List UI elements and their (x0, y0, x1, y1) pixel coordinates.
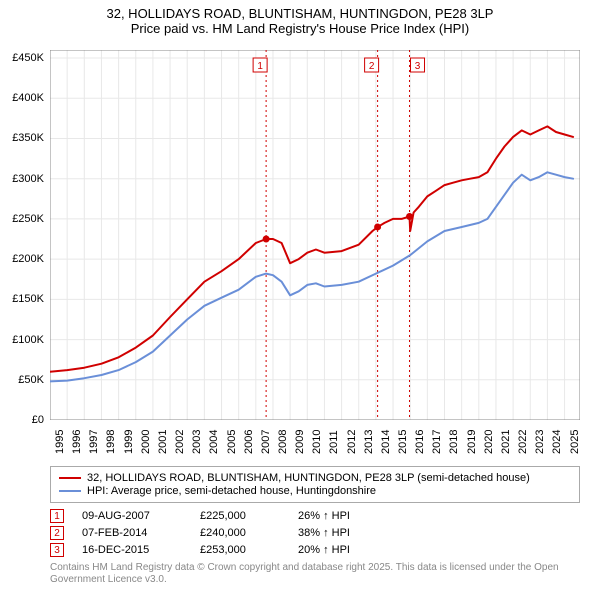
x-tick-label: 2003 (191, 430, 203, 454)
y-tick-label: £450K (12, 52, 44, 64)
y-tick-label: £100K (12, 334, 44, 346)
x-tick-label: 2000 (140, 430, 152, 454)
x-tick-label: 2009 (294, 430, 306, 454)
transaction-diff: 26% ↑ HPI (298, 510, 398, 522)
x-tick-label: 2016 (414, 430, 426, 454)
x-tick-label: 2012 (346, 430, 358, 454)
x-tick-label: 1998 (105, 430, 117, 454)
legend-label-property: 32, HOLLIDAYS ROAD, BLUNTISHAM, HUNTINGD… (87, 472, 530, 484)
x-axis-labels: 1995 1996 1997 1998 1999 2000 2001 2002 2003 2004… (50, 422, 580, 462)
x-tick-label: 1999 (123, 430, 135, 454)
transaction-date: 09-AUG-2007 (82, 510, 182, 522)
x-tick-label: 2019 (466, 430, 478, 454)
y-tick-label: £0 (32, 414, 44, 426)
x-tick-label: 2013 (363, 430, 375, 454)
x-tick-label: 2021 (500, 430, 512, 454)
chart-area: 1 2 3 (50, 50, 580, 420)
transaction-row: 3 16-DEC-2015 £253,000 20% ↑ HPI (50, 543, 580, 557)
x-tick-label: 2007 (260, 430, 272, 454)
x-tick-label: 1995 (54, 430, 66, 454)
x-tick-label: 2002 (174, 430, 186, 454)
transaction-date: 16-DEC-2015 (82, 544, 182, 556)
y-tick-label: £400K (12, 92, 44, 104)
x-tick-label: 2022 (517, 430, 529, 454)
legend-swatch-property (59, 477, 81, 479)
transaction-date: 07-FEB-2014 (82, 527, 182, 539)
svg-text:1: 1 (257, 61, 263, 72)
y-tick-label: £250K (12, 213, 44, 225)
transaction-marker: 3 (50, 543, 64, 557)
x-tick-label: 2014 (380, 430, 392, 454)
x-tick-label: 2025 (569, 430, 581, 454)
title-address: 32, HOLLIDAYS ROAD, BLUNTISHAM, HUNTINGD… (10, 6, 590, 21)
legend-swatch-hpi (59, 490, 81, 492)
x-tick-label: 2023 (534, 430, 546, 454)
x-tick-label: 2004 (208, 430, 220, 454)
transaction-row: 1 09-AUG-2007 £225,000 26% ↑ HPI (50, 509, 580, 523)
x-tick-label: 1996 (71, 430, 83, 454)
svg-text:2: 2 (369, 61, 375, 72)
title-block: 32, HOLLIDAYS ROAD, BLUNTISHAM, HUNTINGD… (0, 0, 600, 38)
legend-label-hpi: HPI: Average price, semi-detached house,… (87, 485, 376, 497)
x-tick-label: 2024 (551, 430, 563, 454)
x-tick-label: 2018 (448, 430, 460, 454)
transaction-marker: 2 (50, 526, 64, 540)
chart-container: 32, HOLLIDAYS ROAD, BLUNTISHAM, HUNTINGD… (0, 0, 600, 590)
svg-text:3: 3 (415, 61, 421, 72)
x-tick-label: 2008 (277, 430, 289, 454)
x-tick-label: 2006 (243, 430, 255, 454)
y-tick-label: £150K (12, 293, 44, 305)
x-tick-label: 2010 (311, 430, 323, 454)
transaction-price: £225,000 (200, 510, 280, 522)
x-tick-label: 2017 (431, 430, 443, 454)
y-tick-label: £350K (12, 132, 44, 144)
transaction-diff: 38% ↑ HPI (298, 527, 398, 539)
chart-svg: 1 2 3 (50, 50, 580, 420)
attribution-text: Contains HM Land Registry data © Crown c… (50, 562, 580, 586)
transaction-row: 2 07-FEB-2014 £240,000 38% ↑ HPI (50, 526, 580, 540)
x-tick-label: 2011 (328, 430, 340, 454)
x-tick-label: 2015 (397, 430, 409, 454)
x-tick-label: 2005 (226, 430, 238, 454)
transaction-price: £253,000 (200, 544, 280, 556)
y-tick-label: £200K (12, 253, 44, 265)
legend-item-property: 32, HOLLIDAYS ROAD, BLUNTISHAM, HUNTINGD… (59, 472, 571, 484)
x-tick-label: 2020 (483, 430, 495, 454)
y-tick-label: £300K (12, 173, 44, 185)
x-tick-label: 2001 (157, 430, 169, 454)
title-subtitle: Price paid vs. HM Land Registry's House … (10, 21, 590, 36)
transactions-table: 1 09-AUG-2007 £225,000 26% ↑ HPI 2 07-FE… (50, 506, 580, 560)
transaction-diff: 20% ↑ HPI (298, 544, 398, 556)
transaction-marker: 1 (50, 509, 64, 523)
y-tick-label: £50K (18, 374, 44, 386)
legend: 32, HOLLIDAYS ROAD, BLUNTISHAM, HUNTINGD… (50, 466, 580, 503)
legend-item-hpi: HPI: Average price, semi-detached house,… (59, 485, 571, 497)
x-tick-label: 1997 (88, 430, 100, 454)
transaction-price: £240,000 (200, 527, 280, 539)
y-axis-labels: £0£50K£100K£150K£200K£250K£300K£350K£400… (0, 50, 48, 420)
